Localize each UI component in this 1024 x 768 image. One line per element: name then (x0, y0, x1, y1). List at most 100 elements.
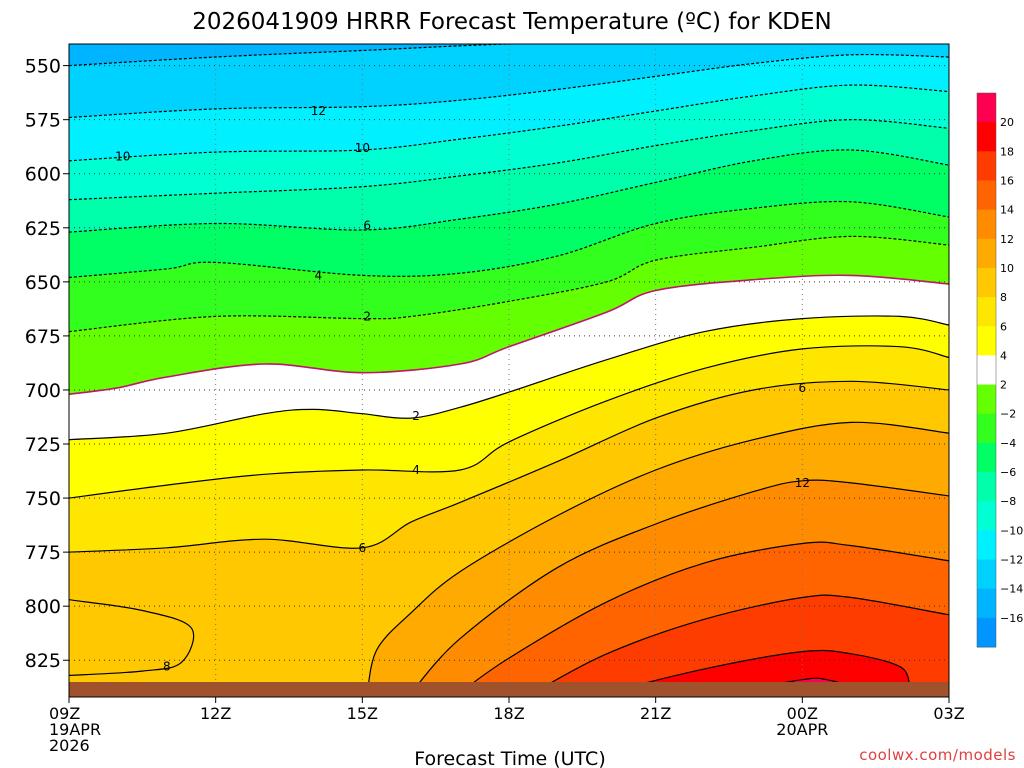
colorbar-tick-label: 6 (1000, 320, 1007, 333)
x-tick-label: 12Z (200, 704, 231, 723)
x-tick-label: 2026 (49, 736, 90, 755)
colorbar-swatch (977, 530, 996, 561)
contour-line (69, 119, 949, 201)
colorbar-swatch (977, 267, 996, 298)
fill-band-8 (69, 599, 194, 676)
y-tick-label: 825 (25, 650, 61, 672)
colorbar-tick-label: −16 (1000, 612, 1023, 625)
y-axis-ticks: 550 575 600 625 650 675 700 725 750 775 800 825 (25, 56, 69, 672)
colorbar-swatch (977, 442, 996, 473)
colorbar-swatch (977, 93, 996, 123)
contour-label: 8 (163, 660, 171, 674)
colorbar-swatch (977, 209, 996, 240)
x-tick-label: 03Z (933, 704, 964, 723)
y-tick-label: 600 (25, 164, 61, 186)
y-tick-label: 675 (25, 326, 61, 348)
y-tick-label: 800 (25, 596, 61, 618)
colorbar-tick-label: 4 (1000, 349, 1007, 362)
colorbar-tick-label: −6 (1000, 466, 1016, 479)
colorbar-tick-label: 20 (1000, 116, 1014, 129)
contour-label: 2 (363, 309, 371, 323)
contour-line (533, 594, 949, 694)
colorbar-swatch (977, 472, 996, 502)
x-axis-label: Forecast Time (UTC) (414, 748, 605, 768)
contour-label: 6 (799, 381, 807, 395)
contour-line (69, 380, 949, 553)
colorbar-swatch (977, 238, 996, 269)
x-tick-label: 18Z (493, 704, 524, 723)
contour-line (69, 345, 949, 499)
y-tick-label: 550 (25, 56, 61, 78)
contour-label: 6 (359, 541, 367, 555)
colorbar-tick-label: 10 (1000, 262, 1014, 275)
contour-line (69, 274, 949, 396)
colorbar-tick-label: 2 (1000, 379, 1007, 392)
colorbar-swatch (977, 151, 996, 181)
grid-lines (69, 44, 949, 697)
y-tick-label: 750 (25, 488, 61, 510)
x-tick-label: 15Z (347, 704, 378, 723)
contour-line (69, 235, 949, 333)
surface-terrain-fill (69, 682, 949, 697)
surface-terrain (69, 682, 949, 697)
colorbar-tick-label: −4 (1000, 437, 1016, 450)
colorbar-swatch (977, 180, 996, 211)
colorbar-tick-label: 12 (1000, 233, 1014, 246)
contour-label: 12 (311, 104, 326, 118)
contour-label: 4 (412, 463, 420, 477)
contour-line (69, 53, 949, 119)
x-tick-label: 00Z (787, 704, 818, 723)
colorbar-swatch (977, 617, 996, 648)
colorbar-swatch (977, 326, 996, 356)
colorbar-tick-label: 14 (1000, 204, 1014, 217)
colorbar-tick-label: 8 (1000, 291, 1007, 304)
contour-label: 4 (315, 268, 323, 282)
y-tick-label: 650 (25, 272, 61, 294)
colorbar-swatch (977, 501, 996, 531)
colorbar-swatch (977, 588, 996, 619)
contour-line (606, 649, 911, 694)
colorbar-tick-label: −2 (1000, 408, 1016, 421)
contour-line (69, 149, 949, 233)
colorbar: 20 18 16 14 12 10 8 6 4 2 −2 −4 −6 −8 −10 −12 −14 −16 (976, 92, 1023, 648)
chart-title: 2026041909 HRRR Forecast Temperature (ºC… (192, 9, 831, 35)
y-tick-label: 775 (25, 542, 61, 564)
contour-label: 6 (363, 219, 371, 233)
x-tick-label: 09Z (49, 704, 80, 723)
contour-label: 10 (355, 141, 370, 155)
colorbar-tick-label: −12 (1000, 554, 1023, 567)
contour-line (366, 421, 949, 693)
contour-line (459, 541, 949, 694)
colorbar-swatch (977, 384, 996, 415)
contour-labels: 12 10 10 6 4 2 2 4 6 6 12 8 (115, 104, 810, 674)
contour-label: 10 (115, 149, 130, 163)
colorbar-swatch (977, 559, 996, 590)
contour-label: 12 (795, 476, 810, 490)
contour-line (69, 315, 949, 441)
colorbar-swatch (977, 413, 996, 444)
y-tick-label: 625 (25, 218, 61, 240)
colorbar-tick-label: 16 (1000, 174, 1014, 187)
colorbar-tick-label: −14 (1000, 583, 1023, 596)
y-tick-label: 725 (25, 434, 61, 456)
contour-line (69, 84, 949, 162)
credit-text: coolwx.com/models (859, 746, 1016, 764)
contour-layer (69, 44, 949, 694)
x-tick-label: 19APR (49, 720, 101, 739)
contour-label: 2 (412, 409, 420, 423)
x-tick-label: 21Z (640, 704, 671, 723)
colorbar-tick-label: 18 (1000, 145, 1014, 158)
colorbar-tick-label: −8 (1000, 495, 1016, 508)
contour-line (69, 200, 949, 279)
temperature-fill-layer (69, 44, 949, 697)
colorbar-swatch (977, 355, 996, 386)
colorbar-tick-label: −10 (1000, 524, 1023, 537)
colorbar-swatch (977, 297, 996, 327)
y-tick-label: 575 (25, 110, 61, 132)
contour-line (410, 479, 949, 694)
contour-line (69, 599, 195, 676)
colorbar-swatch (977, 122, 996, 152)
y-tick-label: 700 (25, 380, 61, 402)
